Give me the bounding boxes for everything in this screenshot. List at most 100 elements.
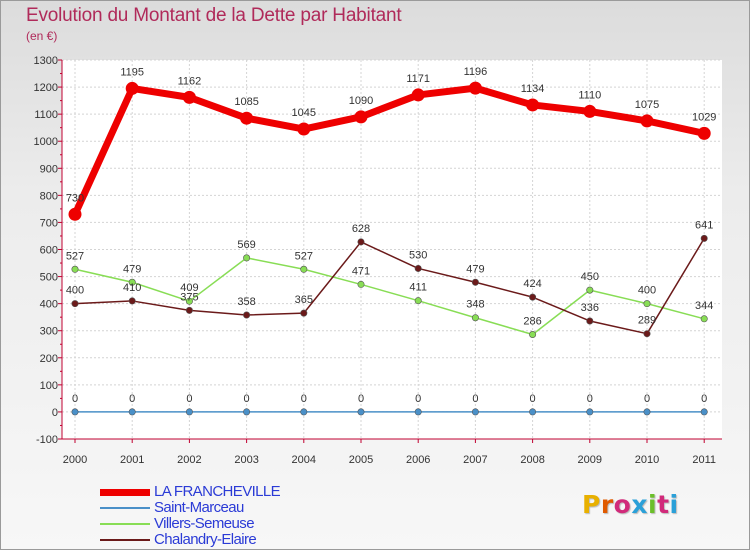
data-label: 530 bbox=[409, 249, 427, 261]
data-label: 0 bbox=[244, 393, 250, 405]
logo-letter: i bbox=[648, 490, 658, 519]
data-label: 365 bbox=[295, 294, 313, 306]
data-point bbox=[128, 278, 136, 286]
data-label: 0 bbox=[530, 393, 536, 405]
data-point bbox=[471, 314, 479, 322]
y-tick-label: 900 bbox=[40, 163, 58, 175]
data-point bbox=[583, 104, 597, 118]
y-tick-label: 600 bbox=[40, 245, 58, 257]
data-point bbox=[414, 408, 422, 416]
data-label: 289 bbox=[638, 315, 656, 327]
x-tick-label: 2008 bbox=[520, 454, 544, 466]
chart-subtitle: (en €) bbox=[26, 29, 58, 43]
data-point bbox=[68, 207, 82, 221]
y-tick-label: 0 bbox=[52, 407, 58, 419]
data-point bbox=[357, 280, 365, 288]
series-la-francheville bbox=[68, 81, 711, 221]
data-point bbox=[414, 297, 422, 305]
data-point bbox=[243, 254, 251, 262]
data-point bbox=[468, 81, 482, 95]
y-tick-label: 300 bbox=[40, 326, 58, 338]
data-label: 1075 bbox=[635, 99, 659, 111]
series-chalandry-elaire bbox=[71, 234, 708, 338]
data-label: 0 bbox=[701, 393, 707, 405]
data-point bbox=[471, 408, 479, 416]
data-point bbox=[357, 238, 365, 246]
data-label: 358 bbox=[237, 296, 255, 308]
data-point bbox=[700, 234, 708, 242]
data-point bbox=[586, 286, 594, 294]
logo-letter: t bbox=[657, 490, 670, 519]
y-tick-label: 1100 bbox=[34, 109, 58, 121]
data-label: 0 bbox=[587, 393, 593, 405]
data-point bbox=[125, 81, 139, 95]
y-tick-label: 1300 bbox=[34, 55, 58, 67]
series-line bbox=[74, 257, 705, 336]
legend-swatch bbox=[100, 488, 150, 496]
data-label: 344 bbox=[695, 300, 713, 312]
data-point bbox=[700, 408, 708, 416]
x-tick-label: 2001 bbox=[120, 454, 144, 466]
y-tick-label: 400 bbox=[40, 299, 58, 311]
legend-label: Villers-Semeuse bbox=[154, 515, 255, 532]
data-label: 1171 bbox=[406, 73, 430, 85]
data-point bbox=[185, 408, 193, 416]
data-label: 0 bbox=[72, 393, 78, 405]
data-point bbox=[643, 300, 651, 308]
data-label: 1195 bbox=[120, 66, 144, 78]
y-tick-label: -100 bbox=[36, 434, 58, 446]
data-point bbox=[471, 278, 479, 286]
data-label: 641 bbox=[695, 219, 713, 231]
y-tick-label: 200 bbox=[40, 353, 58, 365]
data-point bbox=[529, 293, 537, 301]
data-label: 400 bbox=[66, 285, 84, 297]
data-point bbox=[243, 311, 251, 319]
data-point bbox=[640, 114, 654, 128]
data-label: 569 bbox=[237, 239, 255, 251]
y-tick-label: 800 bbox=[40, 190, 58, 202]
data-label: 375 bbox=[180, 291, 198, 303]
y-tick-label: 500 bbox=[40, 272, 58, 284]
data-point bbox=[185, 297, 193, 305]
x-tick-label: 2007 bbox=[463, 454, 487, 466]
y-tick-label: 1000 bbox=[34, 136, 58, 148]
data-point bbox=[643, 330, 651, 338]
legend-swatch bbox=[100, 539, 150, 541]
data-label: 0 bbox=[472, 393, 478, 405]
data-point bbox=[185, 306, 193, 314]
data-label: 1134 bbox=[521, 83, 545, 95]
y-tick-label: 700 bbox=[40, 217, 58, 229]
x-tick-label: 2005 bbox=[349, 454, 373, 466]
chart-title: Evolution du Montant de la Dette par Hab… bbox=[26, 5, 402, 26]
data-point bbox=[697, 126, 711, 140]
data-point bbox=[300, 309, 308, 317]
x-tick-label: 2010 bbox=[635, 454, 659, 466]
data-point bbox=[240, 111, 254, 125]
x-tick-label: 2004 bbox=[292, 454, 316, 466]
data-label: 479 bbox=[466, 263, 484, 275]
data-label: 0 bbox=[644, 393, 650, 405]
series-villers-semeuse bbox=[71, 254, 708, 339]
y-tick-label: 100 bbox=[40, 380, 58, 392]
data-point bbox=[357, 408, 365, 416]
x-tick-label: 2009 bbox=[578, 454, 602, 466]
data-label: 286 bbox=[523, 316, 541, 328]
x-tick-label: 2002 bbox=[177, 454, 201, 466]
data-label: 0 bbox=[358, 393, 364, 405]
data-label: 450 bbox=[581, 271, 599, 283]
x-tick-label: 2003 bbox=[234, 454, 258, 466]
data-point bbox=[128, 297, 136, 305]
x-tick-label: 2006 bbox=[406, 454, 430, 466]
data-point bbox=[526, 98, 540, 112]
data-point bbox=[71, 408, 79, 416]
proxiti-logo: Proxiti bbox=[582, 490, 679, 519]
legend-swatch bbox=[100, 523, 150, 525]
data-point bbox=[71, 265, 79, 273]
data-label: 1162 bbox=[178, 75, 202, 87]
legend-label: Chalandry-Elaire bbox=[154, 531, 257, 548]
data-label: 471 bbox=[352, 265, 370, 277]
data-point bbox=[586, 408, 594, 416]
data-point bbox=[300, 265, 308, 273]
data-label: 336 bbox=[581, 302, 599, 314]
